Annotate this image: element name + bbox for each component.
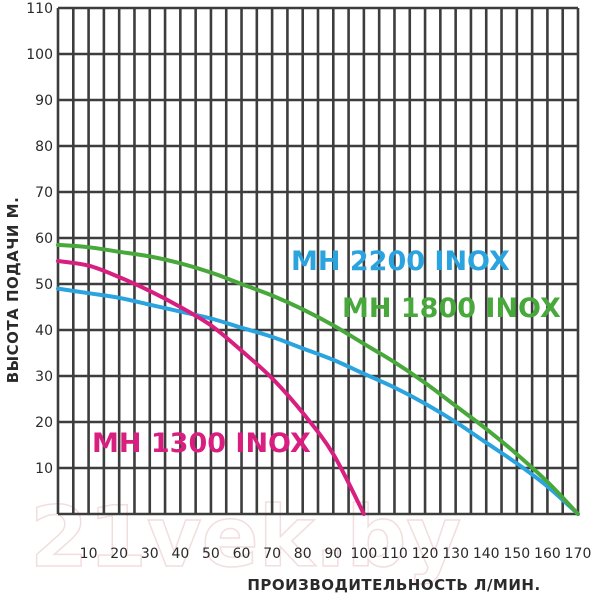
x-tick-label: 10 — [80, 546, 98, 562]
x-tick-label: 90 — [324, 546, 342, 562]
x-tick-label: 80 — [294, 546, 312, 562]
series-lines — [56, 242, 580, 516]
x-tick-label: 110 — [381, 546, 408, 562]
y-tick-label: 110 — [26, 1, 53, 17]
series-label: МН 2200 INOX — [291, 246, 510, 277]
x-tick-label: 70 — [263, 546, 281, 562]
y-tick-label: 30 — [35, 369, 53, 385]
x-tick-label: 20 — [110, 546, 128, 562]
y-tick-label: 100 — [26, 47, 53, 63]
x-tick-label: 40 — [171, 546, 189, 562]
x-tick-label: 160 — [534, 546, 561, 562]
series-line — [56, 242, 580, 516]
watermark: 21vek.by — [30, 488, 461, 586]
y-tick-label: 60 — [35, 231, 53, 247]
series-line — [56, 259, 366, 516]
grid — [56, 6, 580, 516]
x-tick-label: 140 — [473, 546, 500, 562]
x-axis-ticks: 10 20 30 40 50 60 70 80 90 100 110 120 130 140 150 160 1… — [80, 546, 592, 562]
y-axis-ticks: 10 20 30 40 50 60 70 80 90 100 110 — [26, 1, 53, 477]
x-tick-label: 100 — [351, 546, 378, 562]
x-tick-label: 30 — [141, 546, 159, 562]
y-tick-label: 10 — [35, 461, 53, 477]
series-label: МН 1800 INOX — [342, 293, 561, 324]
series-line — [56, 286, 580, 516]
x-axis-title: ПРОИЗВОДИТЕЛЬНОСТЬ Л/МИН. — [247, 576, 540, 594]
x-tick-label: 170 — [565, 546, 592, 562]
x-tick-label: 60 — [233, 546, 251, 562]
y-tick-label: 40 — [35, 323, 53, 339]
x-tick-label: 150 — [503, 546, 530, 562]
y-tick-label: 70 — [35, 185, 53, 201]
y-tick-label: 50 — [35, 277, 53, 293]
y-tick-label: 90 — [35, 93, 53, 109]
y-tick-label: 20 — [35, 415, 53, 431]
series-labels: МН 2200 INOX МН 1800 INOX МН 1300 INOX — [92, 246, 561, 459]
series-label: МН 1300 INOX — [92, 428, 311, 459]
y-tick-label: 80 — [35, 139, 53, 155]
x-tick-label: 50 — [202, 546, 220, 562]
x-tick-label: 120 — [412, 546, 439, 562]
y-axis-title: ВЫСОТА ПОДАЧИ М. — [4, 197, 22, 384]
x-tick-label: 130 — [442, 546, 469, 562]
